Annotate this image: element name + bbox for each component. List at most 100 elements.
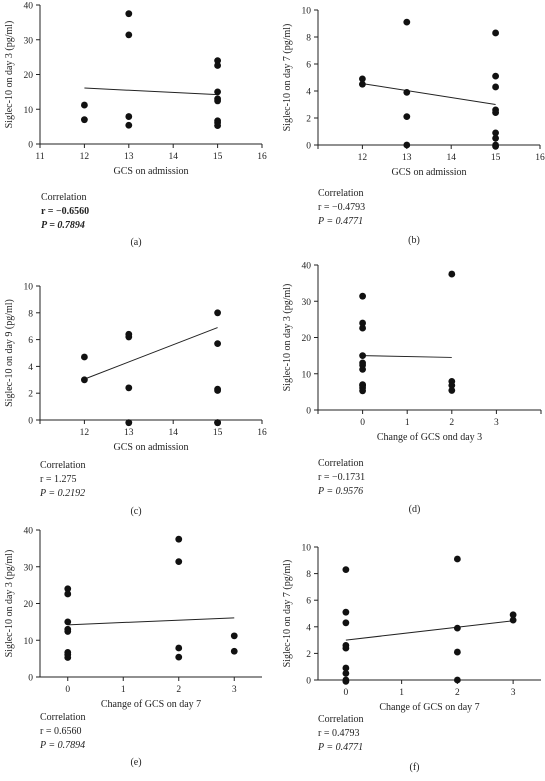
panel-a-data-point (125, 31, 133, 39)
panel-e-data-point (175, 558, 183, 566)
panel-d-fit-line (362, 355, 452, 358)
panel-f-data-point (453, 648, 461, 656)
panel-e-correlation-heading: Correlation (40, 712, 86, 723)
panel-c-y-tick-label: 4 (28, 363, 33, 373)
panel-f-data-point (342, 619, 350, 627)
panel-c-correlation-p: P = 0.2192 (39, 488, 85, 499)
panel-a-y-tick-label: 0 (28, 141, 33, 151)
panel-b-data-point (492, 72, 499, 80)
panel-f-y-tick-label: 0 (306, 677, 311, 687)
panel-f-x-tick-label: 1 (399, 688, 404, 698)
panel-c-correlation-r: r = 1.275 (40, 474, 76, 485)
panel-f-fit-line (345, 620, 514, 641)
panel-f-data-point (342, 566, 350, 574)
panel-f-data-point (453, 676, 461, 684)
panel-e-data-point (64, 628, 72, 635)
panel-f-data-point (342, 669, 350, 677)
panel-a-y-tick-label: 20 (24, 71, 34, 81)
panel-e-x-tick-label: 2 (176, 685, 181, 695)
panel-a-y-tick-label: 30 (24, 36, 34, 46)
panel-f-data-point (453, 624, 461, 632)
panel-c-data-point (81, 376, 88, 384)
panel-a-data-point (214, 97, 222, 105)
panel-a-data-point (214, 88, 222, 96)
panel-d-data-point (448, 270, 456, 278)
panel-a-correlation-p: P = 0.7894 (41, 220, 85, 231)
panel-b-y-tick-label: 8 (306, 34, 311, 44)
panel-f-correlation-heading: Correlation (318, 714, 364, 725)
panel-b-data-point (403, 113, 411, 121)
panel-b-label: (b) (408, 235, 420, 246)
panel-b-data-point (403, 88, 411, 96)
panel-d-x-tick-label: 3 (494, 418, 499, 428)
panel-a-x-tick-label: 11 (35, 152, 44, 162)
panel-b-y-label: Siglec-10 on day 7 (pg/ml) (282, 24, 293, 132)
panel-c-y-tick-label: 2 (28, 390, 33, 400)
panel-f-correlation-r: r = 0.4793 (318, 728, 359, 739)
panel-b-y-tick-label: 2 (306, 115, 311, 125)
panel-b-y-tick-label: 0 (306, 142, 311, 152)
panel-c-y-label: Siglec-10 on day 9 (pg/ml) (4, 299, 15, 407)
panel-c-x-tick-label: 16 (257, 428, 267, 438)
panel-b-y-tick-label: 4 (306, 88, 311, 98)
panel-a-data-point (125, 121, 133, 129)
panel-f-correlation-p: P = 0.4771 (317, 742, 363, 753)
panel-d-data-point (359, 387, 366, 395)
panel-a-x-label: GCS on admission (113, 166, 188, 177)
panel-c-data-point (81, 353, 88, 361)
panel-b-x-tick-label: 13 (402, 153, 412, 163)
panel-f-y-tick-label: 2 (306, 650, 311, 660)
panel-c-data-point (214, 387, 222, 394)
panel-d-data-point (359, 366, 366, 373)
panel-a-x-tick-label: 13 (124, 152, 134, 162)
panel-e-data-point (175, 644, 183, 652)
panel-c-y-tick-label: 6 (28, 336, 33, 346)
panel-d-x-tick-label: 0 (360, 418, 365, 428)
panel-e-y-tick-label: 40 (24, 527, 34, 537)
panel-e-y-label: Siglec-10 on day 3 (pg/ml) (4, 550, 15, 658)
panel-c-label: (c) (130, 506, 141, 517)
panel-c-x-label: GCS on admission (113, 442, 188, 453)
panel-b-correlation-r: r = −0.4793 (318, 202, 365, 213)
panel-c-fit-line (84, 327, 218, 380)
panel-e-fit-line (67, 617, 235, 626)
panel-e-y-tick-label: 0 (28, 674, 33, 684)
panel-c-data-point (214, 309, 222, 317)
panel-b-y-tick-label: 10 (302, 7, 312, 17)
panel-e-data-point (64, 618, 72, 626)
panel-f-y-tick-label: 6 (306, 597, 311, 607)
panel-f-data-point (342, 644, 350, 652)
panel-b-data-point (492, 129, 499, 137)
panel-a-correlation-r: r = −0.6560 (41, 206, 89, 217)
panel-d-data-point (359, 319, 366, 327)
panel-d-x-label: Change of GCS ond day 3 (377, 432, 482, 443)
panel-a-data-point (125, 10, 133, 18)
panel-e-data-point (64, 654, 72, 661)
panel-e-x-tick-label: 1 (121, 685, 126, 695)
panel-f-data-point (342, 664, 350, 672)
panel-a-correlation-heading: Correlation (41, 192, 87, 203)
panel-f-y-tick-label: 8 (306, 570, 311, 580)
panel-d-y-tick-label: 20 (302, 334, 312, 344)
panel-b-data-point (492, 134, 499, 142)
panel-f-x-tick-label: 2 (455, 688, 460, 698)
panel-b-x-tick-label: 15 (491, 153, 501, 163)
panel-a-data-point (214, 57, 222, 64)
panel-b-data-point (492, 142, 499, 150)
panel-e-data-point (175, 535, 183, 543)
panel-d-y-tick-label: 30 (302, 298, 312, 308)
panel-c-y-tick-label: 0 (28, 417, 33, 427)
panel-c-y-tick-label: 8 (28, 309, 33, 319)
panel-e-data-point (230, 647, 238, 655)
panel-d-data-point (359, 292, 366, 300)
panel-f-x-label: Change of GCS on day 7 (379, 702, 479, 713)
panel-e-x-tick-label: 0 (65, 685, 70, 695)
panel-e-data-point (64, 585, 72, 593)
panel-a-data-point (81, 116, 88, 124)
panel-e-x-label: Change of GCS on day 7 (101, 699, 201, 710)
panel-d-label: (d) (409, 504, 421, 515)
panel-b-x-tick-label: 16 (535, 153, 545, 163)
panel-f-y-tick-label: 4 (306, 623, 311, 633)
panel-e-y-tick-label: 20 (24, 600, 34, 610)
panel-e-data-point (64, 590, 72, 598)
